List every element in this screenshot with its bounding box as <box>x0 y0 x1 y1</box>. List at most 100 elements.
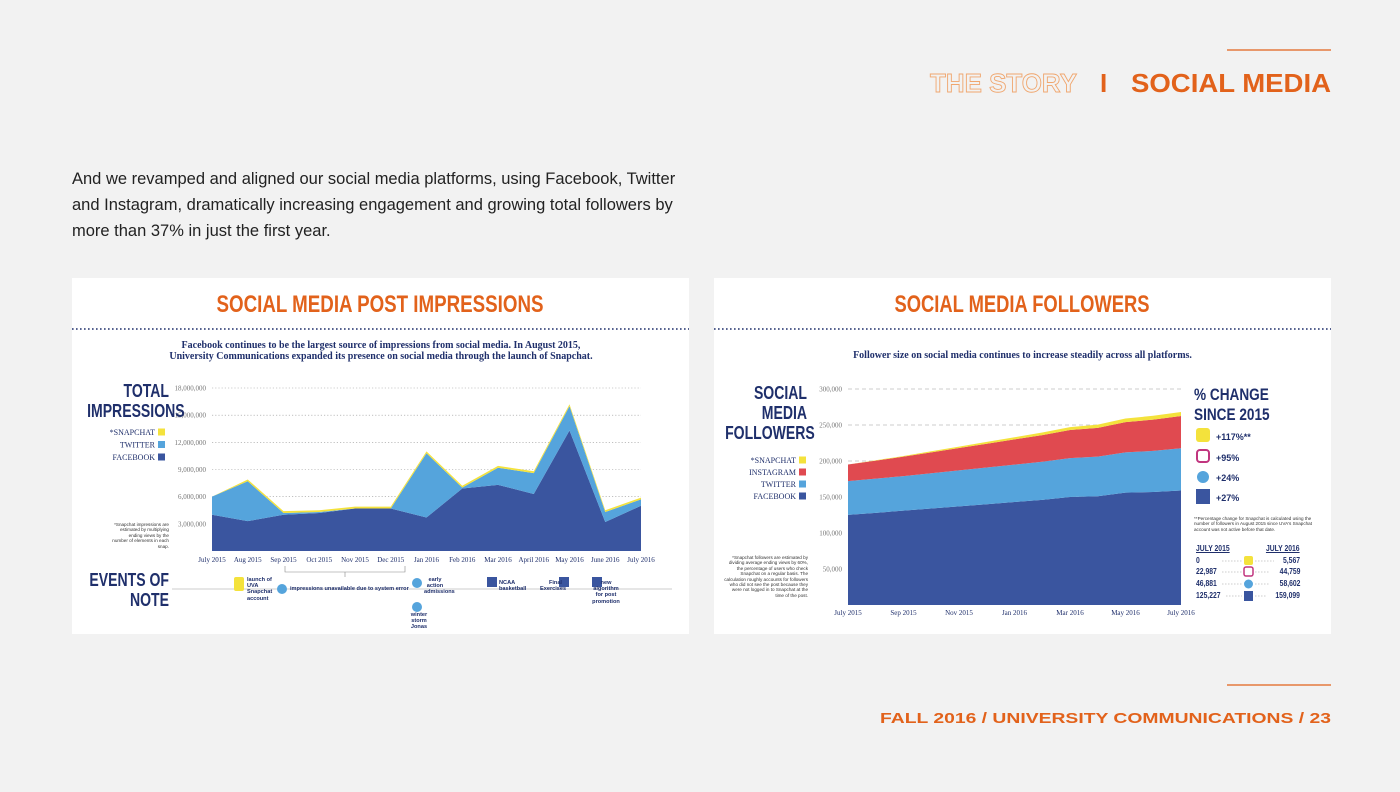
x-tick-label: Sep 2015 <box>890 609 917 617</box>
table-cell: 22,987 <box>1196 567 1217 576</box>
twitter-icon <box>412 602 422 612</box>
event-text: impressions unavailable due to system er… <box>290 586 409 592</box>
x-tick-label: Jan 2016 <box>414 556 440 564</box>
change-value: +27% <box>1216 493 1240 503</box>
followers-chart: SOCIAL MEDIA FOLLOWERS 50,000 100,000 150,… <box>714 291 1331 617</box>
y-tick-label: 6,000,000 <box>178 493 207 501</box>
area <box>212 406 641 523</box>
x-tick-label: June 2016 <box>591 556 620 564</box>
header-title: SOCIAL MEDIA <box>1131 68 1331 98</box>
instagram-icon <box>1196 449 1210 463</box>
x-tick-label: May 2016 <box>555 556 584 564</box>
bracket <box>284 566 406 577</box>
event-text: NCAA basketball <box>499 580 527 593</box>
x-tick-label: July 2016 <box>627 556 655 564</box>
y-tick-label: 50,000 <box>823 566 843 574</box>
instagram-icon <box>1243 566 1254 577</box>
chart-note: *Snapchat followers are estimated by div… <box>724 555 808 598</box>
table-cell: 46,881 <box>1196 579 1217 588</box>
table-header: JULY 2015 <box>1196 544 1230 553</box>
area <box>212 430 641 551</box>
table-leaders <box>1222 560 1274 597</box>
y-axis-title: SOCIAL MEDIA FOLLOWERS <box>725 383 815 443</box>
change-value: +95% <box>1216 453 1240 463</box>
legend-swatch <box>799 456 806 464</box>
y-tick-label: 15,000,000 <box>175 412 207 420</box>
legend-swatch <box>158 441 165 448</box>
x-tick-label: Sep 2015 <box>270 556 297 564</box>
table-cell: 159,099 <box>1275 591 1300 600</box>
twitter-icon <box>412 578 422 588</box>
twitter-icon <box>277 584 287 594</box>
footer: FALL 2016 / UNIVERSITY COMMUNICATIONS / … <box>880 710 1331 727</box>
chart-subtitle: Follower size on social media continues … <box>853 350 1192 361</box>
legend-swatch <box>158 428 165 436</box>
header-section: THE STORY <box>930 68 1077 98</box>
area <box>848 416 1181 482</box>
y-tick-label: 3,000,000 <box>178 520 207 528</box>
y-tick-label: 9,000,000 <box>178 466 207 474</box>
change-value: +24% <box>1216 473 1240 483</box>
twitter-icon <box>1197 471 1209 483</box>
facebook-icon <box>559 577 569 587</box>
x-tick-label: Dec 2015 <box>377 556 405 564</box>
x-tick-label: July 2016 <box>1167 609 1195 617</box>
legend-swatch <box>799 492 806 500</box>
legend-label: FACEBOOK <box>753 492 796 501</box>
legend-swatch <box>158 453 165 461</box>
facebook-icon <box>487 577 497 587</box>
twitter-icon <box>1244 579 1253 589</box>
change-note: **Percentage change for Snapchat is calc… <box>1194 516 1312 532</box>
table-cell: 5,567 <box>1282 556 1300 565</box>
legend-swatch <box>799 468 806 476</box>
snapchat-icon <box>234 577 244 591</box>
legend-label: TWITTER <box>120 441 156 450</box>
area <box>848 490 1181 605</box>
x-tick-label: Nov 2015 <box>945 609 973 617</box>
table-cell: 125,227 <box>1196 591 1221 600</box>
chart-title: SOCIAL MEDIA FOLLOWERS <box>895 291 1150 318</box>
legend-label: *SNAPCHAT <box>110 428 155 437</box>
legend-label: *SNAPCHAT <box>751 456 796 465</box>
intro-text: And we revamped and aligned our social m… <box>72 170 676 240</box>
followers-panel: SOCIAL MEDIA FOLLOWERS 50,000 100,000 150,… <box>714 278 1331 634</box>
chart-subtitle: Facebook continues to be the largest sou… <box>169 340 593 362</box>
x-tick-label: Mar 2016 <box>1056 609 1084 617</box>
facebook-icon <box>1196 489 1210 504</box>
y-tick-label: 200,000 <box>819 458 842 466</box>
x-tick-label: July 2015 <box>198 556 226 564</box>
area <box>848 412 1181 465</box>
legend-swatch <box>799 480 806 488</box>
y-tick-label: 100,000 <box>819 530 842 538</box>
y-tick-label: 250,000 <box>819 422 842 430</box>
x-tick-label: Feb 2016 <box>449 556 476 564</box>
x-tick-label: Jan 2016 <box>1002 609 1028 617</box>
change-title: % CHANGE SINCE 2015 <box>1194 385 1270 424</box>
y-axis-title: TOTAL IMPRESSIONS <box>87 381 185 421</box>
events-label: EVENTS OF NOTE <box>89 570 169 610</box>
snapchat-icon <box>1196 428 1210 442</box>
legend-label: INSTAGRAM <box>749 468 796 477</box>
snapchat-icon <box>1244 556 1253 565</box>
table-cell: 0 <box>1196 556 1200 565</box>
facebook-icon <box>1244 591 1253 601</box>
y-tick-label: 150,000 <box>819 494 842 502</box>
legend-label: FACEBOOK <box>112 453 155 462</box>
change-value: +117%** <box>1216 432 1251 442</box>
event-text: launch of UVA Snapchat account <box>247 577 273 602</box>
y-tick-label: 18,000,000 <box>175 385 207 393</box>
y-tick-label: 12,000,000 <box>175 439 207 447</box>
x-tick-label: Nov 2015 <box>341 556 369 564</box>
event-text: new algorithm for post promotion <box>592 580 620 605</box>
chart-title: SOCIAL MEDIA POST IMPRESSIONS <box>217 291 544 318</box>
table-cell: 44,759 <box>1279 567 1300 576</box>
event-text: Final Exercises <box>540 580 567 593</box>
x-tick-label: July 2015 <box>834 609 862 617</box>
area <box>848 448 1181 515</box>
legend-label: TWITTER <box>761 480 797 489</box>
y-tick-label: 300,000 <box>819 386 842 394</box>
x-tick-label: April 2016 <box>518 556 549 564</box>
